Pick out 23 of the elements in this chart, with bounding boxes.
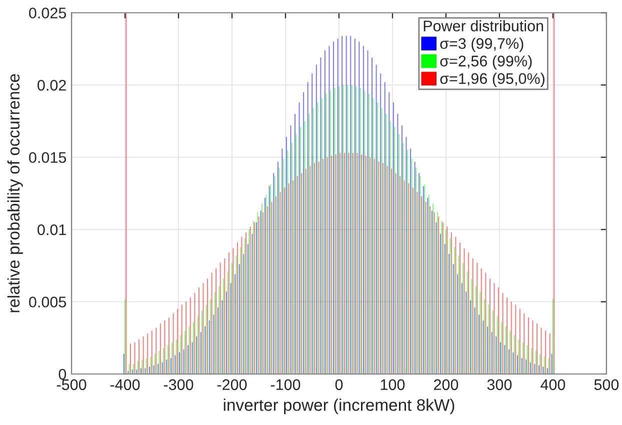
x-tick-label: -200 xyxy=(217,379,247,390)
x-tick-label: 500 xyxy=(594,379,619,390)
y-tick-label: 0.02 xyxy=(38,80,66,91)
y-tick-label: 0.005 xyxy=(29,296,66,308)
legend-title: Power distribution xyxy=(424,20,544,32)
x-tick-label: -400 xyxy=(110,379,140,390)
x-tick-label: 200 xyxy=(434,379,458,390)
y-tick-label: 0.01 xyxy=(38,224,66,236)
x-tick-label: -500 xyxy=(56,379,86,390)
x-tick-label: 400 xyxy=(540,379,566,390)
x-tick-label: 100 xyxy=(380,379,405,390)
y-tick-label: 0.015 xyxy=(29,152,66,163)
y-tick-label: 0 xyxy=(58,368,66,380)
x-axis-title: inverter power (increment 8kW) xyxy=(224,398,454,414)
x-tick-label: -300 xyxy=(164,379,194,390)
x-tick-label: 300 xyxy=(487,379,512,390)
legend-label: σ=1,96 (95,0%) xyxy=(440,72,544,88)
y-axis-title: relative probability of occurrence xyxy=(7,74,23,312)
x-tick-label: 0 xyxy=(335,379,343,390)
legend-label: σ=2,56 (99%) xyxy=(440,55,532,70)
legend-label: σ=3 (99,7%) xyxy=(440,38,524,52)
x-tick-label: -100 xyxy=(270,379,300,390)
y-tick-label: 0.025 xyxy=(29,8,66,18)
